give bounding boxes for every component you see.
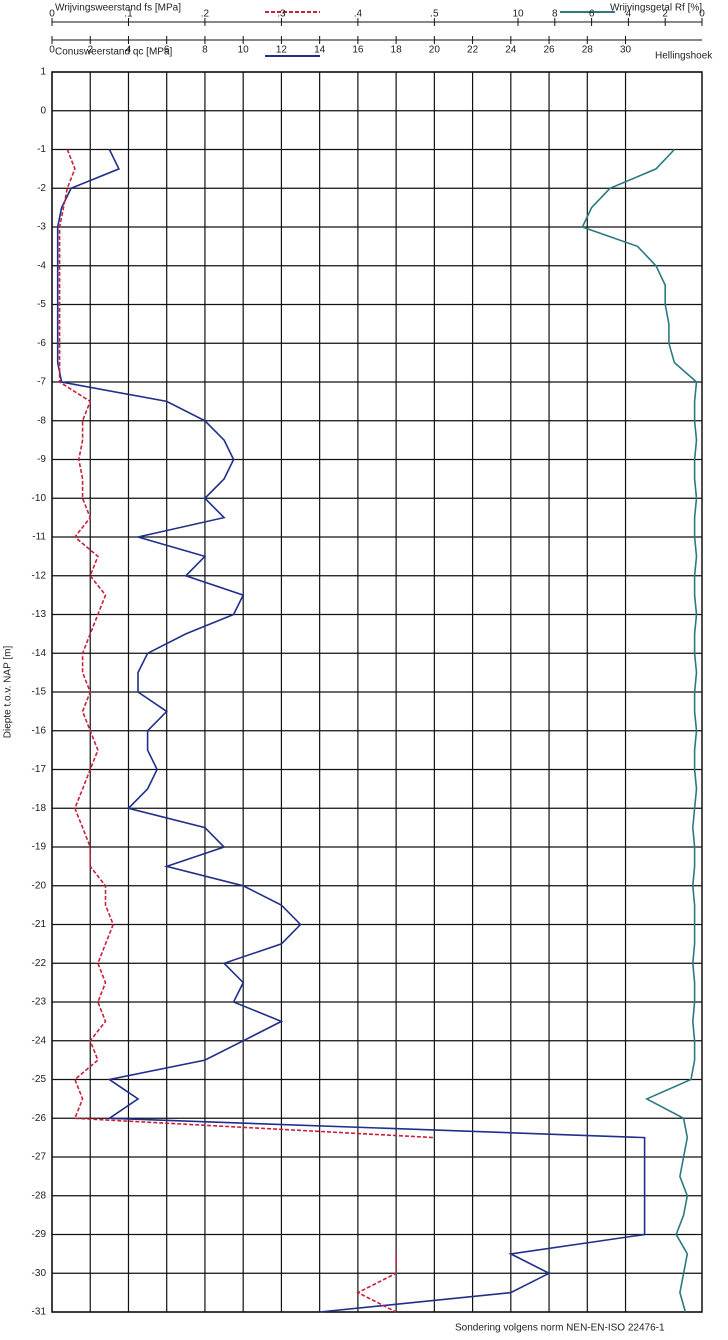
x-tick-label: .4	[354, 9, 363, 20]
y-tick-label: -18	[32, 803, 47, 814]
x-tick-label: 28	[582, 45, 594, 56]
y-tick-label: 1	[40, 67, 46, 78]
x-tick-label: 8	[552, 9, 558, 20]
x-tick-label: 26	[543, 45, 555, 56]
x-tick-label: 10	[512, 9, 524, 20]
y-tick-label: -24	[32, 1035, 47, 1046]
y-tick-label: -23	[32, 997, 47, 1008]
footer: Sondering volgens norm NEN-EN-ISO 22476-…	[455, 1323, 665, 1334]
x-tick-label: 8	[202, 45, 208, 56]
y-tick-label: -14	[32, 648, 47, 659]
y-tick-label: -21	[32, 919, 47, 930]
y-tick-label: -16	[32, 725, 47, 736]
y-tick-label: -20	[32, 880, 47, 891]
y-tick-label: -1	[37, 144, 46, 155]
y-tick-label: -11	[32, 532, 46, 543]
y-axis-label: Diepte t.o.v. NAP [m]	[3, 646, 14, 739]
x-tick-label: 6	[589, 9, 595, 20]
series-line	[58, 149, 435, 1313]
x-tick-label: 2	[87, 45, 93, 56]
axis-title: Wrijvingsweerstand fs [MPa]	[55, 3, 181, 14]
y-tick-label: -26	[32, 1113, 47, 1124]
x-tick-label: 10	[238, 45, 250, 56]
x-tick-label: 6	[164, 45, 170, 56]
y-tick-label: -6	[37, 338, 46, 349]
y-tick-label: -7	[37, 377, 46, 388]
axis-title: Wrijvingsgetal Rf [%]	[610, 3, 702, 14]
x-tick-label: 0	[699, 9, 705, 20]
x-tick-label: .3	[277, 9, 286, 20]
x-tick-label: .1	[124, 9, 133, 20]
y-tick-label: -10	[32, 493, 47, 504]
x-tick-label: 20	[429, 45, 441, 56]
y-tick-label: -28	[32, 1190, 47, 1201]
x-tick-label: 24	[505, 45, 517, 56]
y-tick-label: -5	[37, 299, 46, 310]
x-tick-label: 22	[467, 45, 479, 56]
x-tick-label: .2	[201, 9, 210, 20]
y-tick-label: -19	[32, 842, 47, 853]
y-tick-label: -15	[32, 687, 47, 698]
x-tick-label: 0	[49, 9, 55, 20]
y-tick-label: -17	[32, 764, 47, 775]
x-tick-label: 12	[276, 45, 288, 56]
series-line	[581, 148, 698, 1313]
y-tick-label: 0	[40, 105, 46, 116]
axis-title: Conusweerstand qc [MPa]	[55, 47, 173, 58]
y-tick-label: -8	[37, 415, 46, 426]
y-tick-label: -25	[32, 1074, 47, 1085]
x-tick-label: 30	[620, 45, 632, 56]
y-tick-label: -4	[37, 260, 46, 271]
y-tick-label: -12	[32, 570, 47, 581]
x-tick-label: 2	[662, 9, 668, 20]
x-tick-label: 0	[49, 45, 55, 56]
x-tick-label: 14	[314, 45, 326, 56]
series-line	[56, 149, 646, 1313]
y-tick-label: -29	[32, 1229, 47, 1240]
x-tick-label: 4	[126, 45, 132, 56]
y-tick-label: -2	[37, 183, 46, 194]
x-tick-label: 18	[391, 45, 403, 56]
y-tick-label: -27	[32, 1152, 47, 1163]
y-tick-label: -13	[32, 609, 47, 620]
y-tick-label: -9	[37, 454, 46, 465]
x-tick-label: .5	[430, 9, 439, 20]
x-tick-label: 16	[352, 45, 364, 56]
y-tick-label: -22	[32, 958, 47, 969]
y-tick-label: -30	[32, 1268, 47, 1279]
right-label: Hellingshoek	[655, 51, 713, 62]
x-tick-label: 4	[626, 9, 632, 20]
y-tick-label: -31	[32, 1307, 47, 1318]
y-tick-label: -3	[37, 222, 46, 233]
